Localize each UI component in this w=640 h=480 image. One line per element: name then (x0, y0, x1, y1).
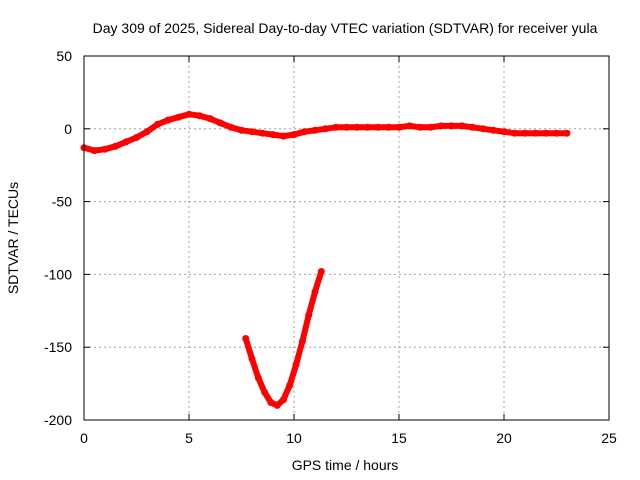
y-tick-label: 0 (64, 121, 72, 137)
y-tick-label: -100 (44, 266, 72, 282)
plot-frame (83, 55, 610, 421)
x-tick-label: 0 (80, 430, 88, 446)
data-point (248, 128, 256, 136)
data-point (248, 355, 256, 363)
data-point (91, 147, 98, 155)
data-point (206, 115, 214, 123)
data-point (261, 388, 269, 396)
data-point (301, 128, 308, 136)
data-point (332, 123, 340, 131)
x-tick-label: 10 (286, 430, 302, 446)
data-point (353, 123, 361, 131)
chart-title: Day 309 of 2025, Sidereal Day-to-day VTE… (93, 20, 598, 36)
x-axis-label: GPS time / hours (292, 457, 399, 473)
x-tick-label: 15 (391, 430, 407, 446)
data-point (175, 113, 182, 121)
data-point (101, 145, 109, 153)
data-point (267, 399, 275, 406)
data-point (164, 116, 172, 124)
data-point (242, 335, 250, 342)
y-tick-label: -50 (52, 194, 72, 210)
data-point (112, 142, 119, 150)
data-point (458, 122, 466, 130)
data-point (374, 123, 382, 131)
data-point (311, 126, 319, 134)
data-point (448, 122, 455, 130)
data-point (196, 112, 203, 120)
data-point (563, 129, 571, 137)
data-point (311, 288, 319, 296)
data-point (238, 126, 245, 134)
y-axis-label: SDTVAR / TECUs (5, 182, 21, 294)
data-point (254, 374, 262, 382)
data-point (469, 123, 476, 131)
data-point (217, 119, 224, 127)
data-point (133, 134, 140, 141)
data-point (500, 128, 508, 136)
data-point (322, 125, 329, 133)
data-point (290, 131, 298, 139)
data-point (532, 129, 539, 137)
data-point (280, 132, 287, 140)
data-point (521, 129, 529, 137)
data-point (553, 129, 560, 137)
data-point (227, 123, 235, 131)
data-point (406, 122, 413, 130)
data-point (143, 128, 151, 136)
x-tick-label: 25 (601, 430, 617, 446)
data-point (395, 123, 403, 131)
data-point (364, 123, 371, 131)
data-point (479, 125, 487, 133)
data-point (280, 396, 287, 404)
data-point (259, 129, 266, 137)
data-point (122, 138, 130, 146)
grid (84, 56, 609, 420)
data-point (511, 129, 518, 137)
data-point (490, 126, 497, 134)
y-tick-label: -150 (44, 339, 72, 355)
data-point (305, 311, 313, 319)
x-tick-label: 5 (185, 430, 193, 446)
series-layer (80, 110, 571, 409)
series-line-dip (242, 268, 325, 409)
ticks: 0 5 10 15 20 25 50 0 -50 -100 -150 -200 (44, 48, 617, 446)
data-point (343, 123, 350, 131)
data-point (298, 337, 306, 345)
data-point (273, 401, 281, 409)
data-point (185, 110, 193, 118)
data-point (286, 381, 294, 389)
data-point (437, 122, 445, 130)
data-point (385, 123, 392, 131)
y-tick-label: 50 (56, 48, 72, 64)
data-point (427, 123, 434, 131)
data-point (269, 131, 277, 139)
data-point (542, 129, 550, 137)
y-tick-label: -200 (44, 412, 72, 428)
x-tick-label: 20 (496, 430, 512, 446)
data-point (416, 123, 424, 131)
data-point (292, 361, 300, 369)
data-point (317, 268, 325, 275)
data-point (154, 120, 161, 128)
